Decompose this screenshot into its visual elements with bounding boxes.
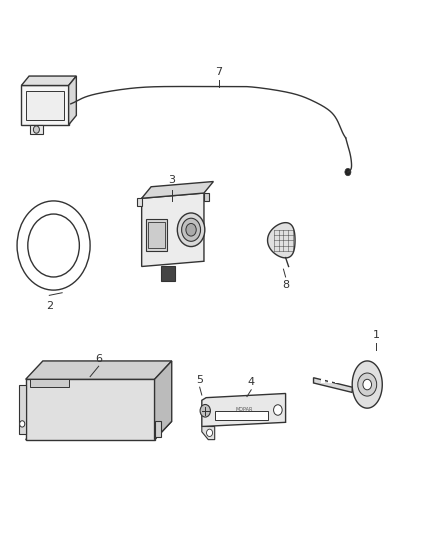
Polygon shape bbox=[202, 426, 215, 440]
Circle shape bbox=[177, 213, 205, 247]
Text: 1: 1 bbox=[372, 330, 379, 340]
Polygon shape bbox=[19, 384, 26, 434]
Polygon shape bbox=[314, 378, 352, 392]
Circle shape bbox=[274, 405, 282, 415]
Polygon shape bbox=[268, 223, 295, 258]
Polygon shape bbox=[26, 379, 155, 440]
Polygon shape bbox=[155, 421, 161, 437]
Circle shape bbox=[358, 373, 377, 396]
Bar bbox=[148, 222, 165, 248]
Polygon shape bbox=[30, 125, 43, 134]
Bar bbox=[146, 219, 167, 251]
Circle shape bbox=[200, 405, 210, 417]
Text: 8: 8 bbox=[282, 280, 289, 289]
Polygon shape bbox=[141, 182, 213, 198]
Circle shape bbox=[28, 214, 79, 277]
Text: 3: 3 bbox=[168, 175, 175, 185]
Bar bbox=[26, 91, 64, 119]
Bar bbox=[215, 411, 268, 420]
Polygon shape bbox=[21, 85, 69, 125]
Circle shape bbox=[186, 223, 196, 236]
Polygon shape bbox=[30, 379, 69, 387]
Circle shape bbox=[33, 126, 39, 133]
Polygon shape bbox=[204, 193, 209, 201]
Text: 7: 7 bbox=[215, 67, 223, 77]
Text: 5: 5 bbox=[196, 375, 203, 384]
Bar bbox=[343, 379, 346, 383]
Polygon shape bbox=[21, 76, 76, 85]
Bar bbox=[321, 379, 325, 383]
Polygon shape bbox=[26, 361, 172, 379]
Circle shape bbox=[20, 421, 25, 427]
Polygon shape bbox=[26, 421, 172, 440]
Polygon shape bbox=[352, 361, 382, 408]
Polygon shape bbox=[202, 393, 286, 426]
Circle shape bbox=[182, 218, 201, 241]
Circle shape bbox=[207, 429, 212, 437]
Text: 6: 6 bbox=[95, 353, 102, 364]
Circle shape bbox=[345, 168, 351, 176]
Text: 4: 4 bbox=[247, 377, 255, 387]
Polygon shape bbox=[69, 76, 76, 125]
Polygon shape bbox=[141, 193, 204, 266]
Circle shape bbox=[17, 201, 90, 290]
Text: 2: 2 bbox=[46, 301, 53, 311]
Bar bbox=[161, 266, 175, 281]
Bar bbox=[328, 379, 332, 383]
Text: MOPAR: MOPAR bbox=[235, 407, 252, 412]
Bar bbox=[336, 379, 339, 383]
Circle shape bbox=[363, 379, 371, 390]
Polygon shape bbox=[137, 198, 141, 206]
Polygon shape bbox=[155, 361, 172, 440]
